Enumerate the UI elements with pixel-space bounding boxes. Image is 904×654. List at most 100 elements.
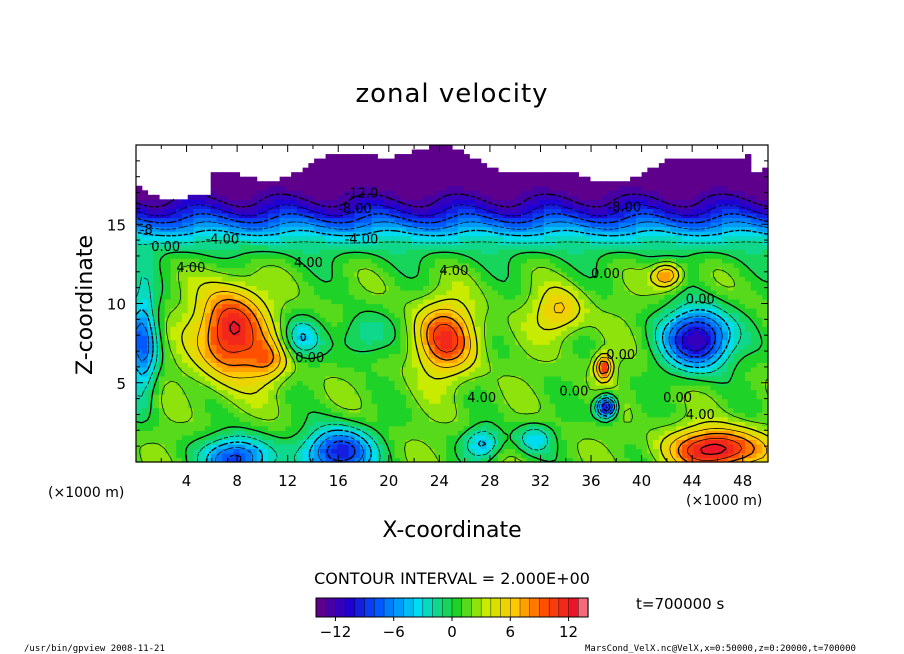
- field-cell: [681, 280, 689, 286]
- field-cell: [503, 385, 511, 391]
- field-cell: [653, 344, 660, 350]
- field-cell: [411, 380, 419, 386]
- field-cell: [319, 339, 327, 345]
- field-cell: [279, 339, 286, 345]
- field-cell: [417, 321, 424, 327]
- field-cell: [538, 375, 545, 382]
- field-cell: [337, 407, 344, 413]
- field-cell: [239, 357, 246, 363]
- field-cell: [440, 308, 447, 314]
- field-cell: [187, 326, 195, 332]
- field-cell: [314, 380, 321, 386]
- field-cell: [337, 321, 344, 327]
- field-cell: [509, 335, 516, 341]
- field-cell: [210, 317, 218, 323]
- field-cell: [222, 375, 229, 382]
- field-cell: [687, 398, 694, 404]
- field-cell: [170, 326, 177, 332]
- field-cell: [354, 375, 361, 382]
- field-cell: [417, 421, 424, 427]
- field-cell: [268, 285, 275, 291]
- field-cell: [624, 312, 631, 318]
- field-cell: [314, 258, 321, 264]
- field-cell: [170, 280, 177, 286]
- field-cell: [658, 407, 666, 413]
- field-cell: [474, 317, 482, 323]
- field-cell: [463, 312, 470, 318]
- field-cell: [302, 380, 309, 386]
- field-cell: [250, 348, 258, 354]
- field-cell: [635, 258, 643, 264]
- field-cell: [469, 308, 476, 314]
- field-cell: [595, 294, 602, 300]
- field-cell: [279, 344, 286, 350]
- field-cell: [595, 403, 602, 409]
- field-cell: [457, 344, 465, 350]
- field-cell: [452, 407, 459, 413]
- field-cell: [388, 439, 396, 445]
- field-cell: [543, 348, 551, 354]
- field-cell: [342, 380, 350, 386]
- field-cell: [693, 303, 700, 309]
- field-cell: [250, 416, 258, 422]
- field-cell: [181, 294, 189, 300]
- field-cell: [549, 434, 557, 440]
- field-cell: [204, 385, 212, 391]
- field-cell: [549, 267, 557, 273]
- field-cell: [383, 348, 390, 354]
- field-cell: [181, 271, 189, 277]
- field-cell: [457, 276, 465, 282]
- field-cell: [635, 366, 643, 373]
- field-cell: [612, 434, 620, 440]
- field-cell: [745, 366, 752, 373]
- field-cell: [704, 375, 712, 382]
- field-cell: [348, 448, 355, 454]
- field-cell: [325, 434, 332, 440]
- field-cell: [268, 267, 275, 273]
- field-cell: [394, 439, 401, 445]
- field-cell: [739, 421, 746, 427]
- field-cell: [635, 335, 643, 341]
- field-cell: [566, 362, 574, 368]
- field-cell: [733, 375, 740, 382]
- field-cell: [256, 375, 263, 382]
- field-cell: [354, 289, 361, 296]
- field-cell: [446, 308, 453, 314]
- field-cell: [411, 353, 419, 359]
- field-cell: [457, 330, 465, 336]
- field-cell: [216, 262, 223, 268]
- field-cell: [722, 412, 729, 418]
- field-cell: [446, 416, 453, 422]
- field-cell: [452, 271, 459, 277]
- field-cell: [658, 280, 666, 286]
- field-cell: [377, 298, 384, 305]
- field-cell: [658, 348, 666, 354]
- field-cell: [509, 285, 516, 291]
- field-cell: [618, 262, 625, 268]
- field-cell: [664, 362, 671, 368]
- field-cell: [497, 344, 505, 350]
- field-cell: [446, 258, 453, 264]
- field-cell: [423, 326, 430, 332]
- field-cell: [618, 380, 625, 386]
- field-cell: [204, 448, 212, 454]
- field-cell: [193, 330, 200, 336]
- field-cell: [641, 403, 648, 409]
- field-cell: [630, 267, 637, 273]
- field-cell: [308, 412, 315, 418]
- field-cell: [681, 407, 689, 413]
- field-cell: [360, 303, 367, 309]
- field-cell: [383, 276, 390, 282]
- field-cell: [319, 344, 327, 350]
- field-cell: [469, 394, 476, 400]
- field-cell: [469, 326, 476, 332]
- field-cell: [480, 344, 488, 350]
- field-cell: [681, 298, 689, 305]
- field-cell: [670, 457, 677, 463]
- field-cell: [664, 371, 671, 377]
- field-cell: [739, 339, 746, 345]
- field-cell: [710, 452, 717, 459]
- field-cell: [268, 339, 275, 345]
- field-cell: [325, 439, 332, 445]
- field-cell: [733, 394, 740, 400]
